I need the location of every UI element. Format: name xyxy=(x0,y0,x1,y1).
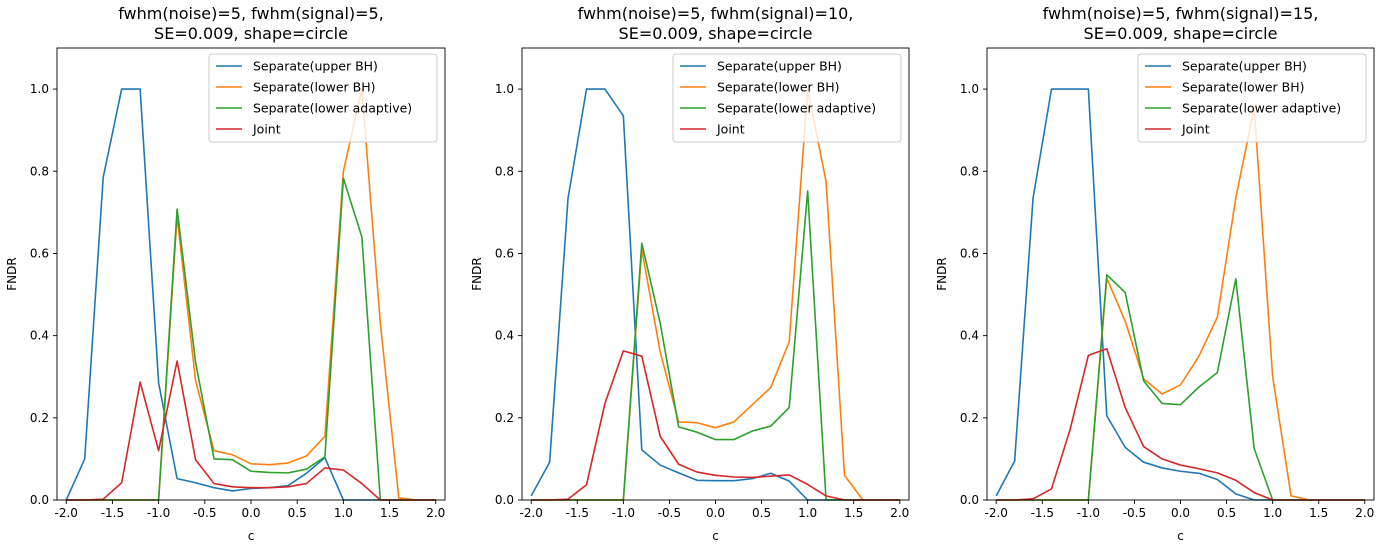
x-tick-label: 1.0 xyxy=(1263,506,1282,520)
y-tick-label: 0.6 xyxy=(960,246,979,260)
x-tick-label: -2.0 xyxy=(55,506,78,520)
chart-panel-1: fwhm(noise)=5, fwhm(signal)=5,SE=0.009, … xyxy=(5,4,446,543)
x-tick-label: 2.0 xyxy=(426,506,445,520)
chart-panel-3: fwhm(noise)=5, fwhm(signal)=15,SE=0.009,… xyxy=(935,4,1375,543)
x-tick-label: -0.5 xyxy=(193,506,216,520)
x-tick-label: -1.0 xyxy=(1077,506,1100,520)
legend-label-4: Joint xyxy=(1181,122,1210,137)
y-tick-label: 0.2 xyxy=(960,411,979,425)
series-line-2 xyxy=(66,88,436,501)
x-tick-label: -1.0 xyxy=(612,506,635,520)
y-axis-label: FNDR xyxy=(5,257,19,290)
series-line-3 xyxy=(996,274,1365,501)
legend-label-4: Joint xyxy=(252,122,281,137)
x-tick-label: 0.5 xyxy=(1217,506,1236,520)
series-line-3 xyxy=(531,190,900,501)
legend-box xyxy=(208,53,438,143)
x-tick-label: -0.5 xyxy=(658,506,681,520)
y-tick-label: 1.0 xyxy=(30,82,49,96)
chart-panel-2: fwhm(noise)=5, fwhm(signal)=10,SE=0.009,… xyxy=(470,4,910,543)
x-axis-label: c xyxy=(1177,529,1184,543)
chart-title-line2: SE=0.009, shape=circle xyxy=(1084,24,1278,43)
series-line-3 xyxy=(66,177,436,501)
x-tick-label: 0.0 xyxy=(706,506,725,520)
x-tick-label: 2.0 xyxy=(890,506,909,520)
series-line-4 xyxy=(531,350,900,501)
series-line-2 xyxy=(531,88,900,501)
series-line-4 xyxy=(66,360,436,501)
y-tick-label: 0.8 xyxy=(495,164,514,178)
x-tick-label: 1.5 xyxy=(380,506,399,520)
y-tick-label: 0.4 xyxy=(30,329,49,343)
y-tick-label: 0.2 xyxy=(30,411,49,425)
chart-title-line2: SE=0.009, shape=circle xyxy=(619,24,813,43)
series-line-1 xyxy=(530,88,900,501)
y-tick-label: 0.4 xyxy=(960,329,979,343)
x-axis-label: c xyxy=(712,529,719,543)
legend: Separate(upper BH) Separate(lower BH) Sepa… xyxy=(208,53,438,143)
y-tick-label: 0.0 xyxy=(495,493,514,507)
x-tick-label: 0.0 xyxy=(241,506,260,520)
x-tick-label: 1.5 xyxy=(1309,506,1328,520)
series-line-4 xyxy=(996,347,1365,501)
chart-title-line1: fwhm(noise)=5, fwhm(signal)=10, xyxy=(578,4,854,23)
x-tick-label: -0.5 xyxy=(1123,506,1146,520)
legend-label-1: Separate(upper BH) xyxy=(253,59,378,74)
legend-label-1: Separate(upper BH) xyxy=(1182,59,1307,74)
chart-title-line2: SE=0.009, shape=circle xyxy=(154,24,348,43)
x-tick-label: 0.5 xyxy=(288,506,307,520)
chart-title-line1: fwhm(noise)=5, fwhm(signal)=5, xyxy=(118,4,384,23)
x-tick-label: -1.5 xyxy=(101,506,124,520)
legend-label-3: Separate(lower adaptive) xyxy=(253,101,412,116)
y-tick-label: 0.4 xyxy=(495,329,514,343)
y-tick-label: 1.0 xyxy=(495,82,514,96)
legend-label-2: Separate(lower BH) xyxy=(1182,80,1305,95)
y-axis-label: FNDR xyxy=(935,257,949,290)
y-tick-label: 0.6 xyxy=(495,246,514,260)
legend-label-4: Joint xyxy=(716,122,745,137)
series-line-1 xyxy=(65,88,436,501)
x-tick-label: 1.0 xyxy=(334,506,353,520)
x-tick-label: -2.0 xyxy=(520,506,543,520)
x-tick-label: 2.0 xyxy=(1355,506,1374,520)
legend-label-2: Separate(lower BH) xyxy=(253,80,376,95)
legend-label-3: Separate(lower adaptive) xyxy=(1182,101,1341,116)
y-tick-label: 0.0 xyxy=(30,493,49,507)
legend-box xyxy=(672,53,902,143)
x-tick-label: -1.5 xyxy=(566,506,589,520)
legend-box xyxy=(1137,53,1367,143)
x-tick-label: 1.5 xyxy=(844,506,863,520)
legend-label-2: Separate(lower BH) xyxy=(717,80,840,95)
y-tick-label: 1.0 xyxy=(960,82,979,96)
y-tick-label: 0.0 xyxy=(960,493,979,507)
y-tick-label: 0.2 xyxy=(495,411,514,425)
series-line-2 xyxy=(996,106,1365,501)
x-tick-label: 1.0 xyxy=(798,506,817,520)
x-tick-label: -1.0 xyxy=(147,506,170,520)
legend-label-3: Separate(lower adaptive) xyxy=(717,101,876,116)
x-tick-label: 0.0 xyxy=(1171,506,1190,520)
series-line-1 xyxy=(995,88,1365,501)
legend: Separate(upper BH) Separate(lower BH) Sepa… xyxy=(672,53,902,143)
y-tick-label: 0.8 xyxy=(960,164,979,178)
x-tick-label: -1.5 xyxy=(1031,506,1054,520)
y-tick-label: 0.6 xyxy=(30,246,49,260)
legend-label-1: Separate(upper BH) xyxy=(717,59,842,74)
y-axis-label: FNDR xyxy=(470,257,484,290)
x-tick-label: 0.5 xyxy=(752,506,771,520)
x-tick-label: -2.0 xyxy=(985,506,1008,520)
y-tick-label: 0.8 xyxy=(30,164,49,178)
legend: Separate(upper BH) Separate(lower BH) Sepa… xyxy=(1137,53,1367,143)
x-axis-label: c xyxy=(248,529,255,543)
chart-title-line1: fwhm(noise)=5, fwhm(signal)=15, xyxy=(1043,4,1319,23)
